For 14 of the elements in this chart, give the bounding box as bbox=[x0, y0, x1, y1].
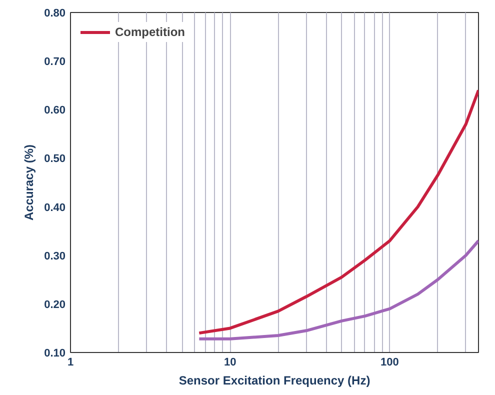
y-tick-label: 0.60 bbox=[44, 104, 66, 117]
y-tick-label: 0.20 bbox=[44, 298, 66, 311]
y-tick-label: 0.70 bbox=[44, 56, 66, 68]
x-axis-title: Sensor Excitation Frequency (Hz) bbox=[178, 374, 370, 388]
y-tick-label: 0.80 bbox=[44, 8, 66, 20]
y-tick-label: 0.40 bbox=[44, 202, 66, 214]
x-tick-label: 10 bbox=[224, 356, 236, 368]
y-tick-label: 0.50 bbox=[44, 153, 66, 166]
y-axis-title: Accuracy (%) bbox=[22, 144, 36, 221]
y-tick-label: 0.10 bbox=[44, 348, 66, 360]
x-tick-label: 1 bbox=[67, 356, 74, 368]
y-tick-label: 0.30 bbox=[44, 250, 66, 262]
legend-label: Competition bbox=[115, 25, 185, 39]
x-tick-label: 100 bbox=[380, 356, 399, 368]
